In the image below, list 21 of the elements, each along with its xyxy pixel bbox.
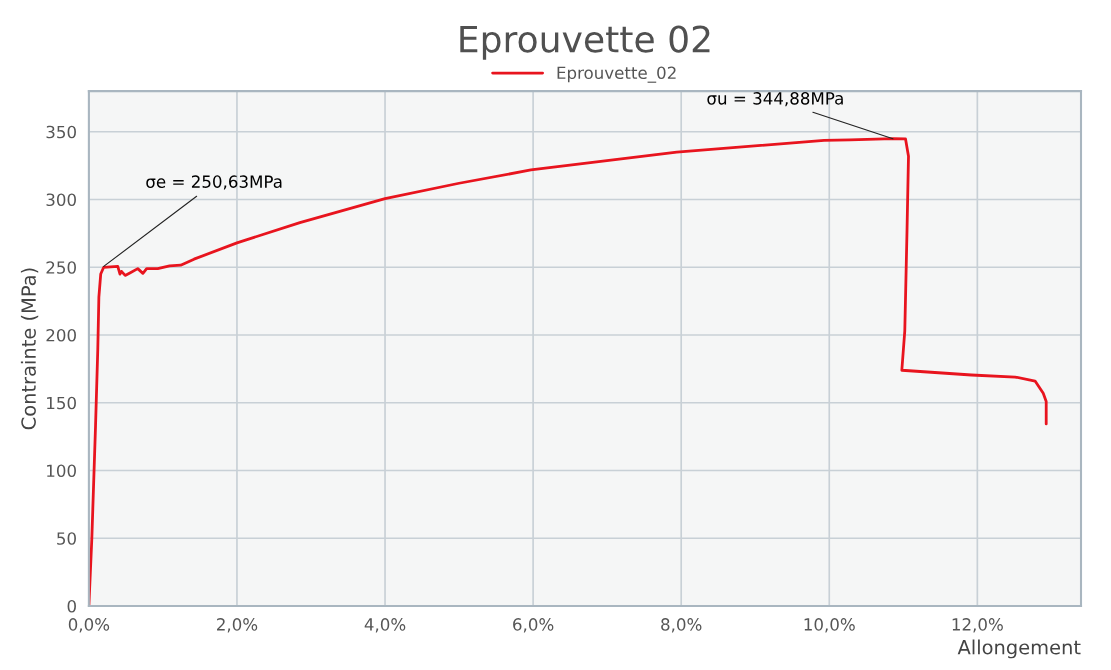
y-axis-title: Contrainte (MPa) — [20, 268, 39, 430]
y-tick-label: 0 — [67, 599, 76, 613]
annotation: σe = 250,63MPa — [146, 175, 282, 190]
legend-label: Eprouvette_02 — [557, 66, 676, 83]
y-tick-label: 200 — [46, 328, 76, 342]
y-tick-label: 300 — [46, 193, 76, 207]
x-tick-label: 8,0% — [661, 618, 702, 633]
x-tick-label: 2,0% — [217, 618, 258, 633]
chart-title: Eprouvette 02 — [460, 25, 710, 60]
y-tick-label: 150 — [47, 396, 76, 410]
y-tick-label: 100 — [47, 464, 76, 478]
x-tick-label: 12,0% — [952, 618, 1003, 633]
y-tick-label: 50 — [57, 532, 76, 545]
x-tick-label: 10,0% — [804, 618, 855, 633]
y-tick-label: 350 — [46, 125, 76, 139]
x-tick-label: 6,0% — [513, 618, 554, 633]
annotation: σu = 344,88MPa — [707, 92, 843, 107]
x-tick-label: 0,0% — [68, 618, 110, 633]
x-axis-title: Allongement — [957, 639, 1081, 659]
y-tick-label: 250 — [46, 261, 76, 274]
x-tick-label: 4,0% — [364, 618, 406, 633]
